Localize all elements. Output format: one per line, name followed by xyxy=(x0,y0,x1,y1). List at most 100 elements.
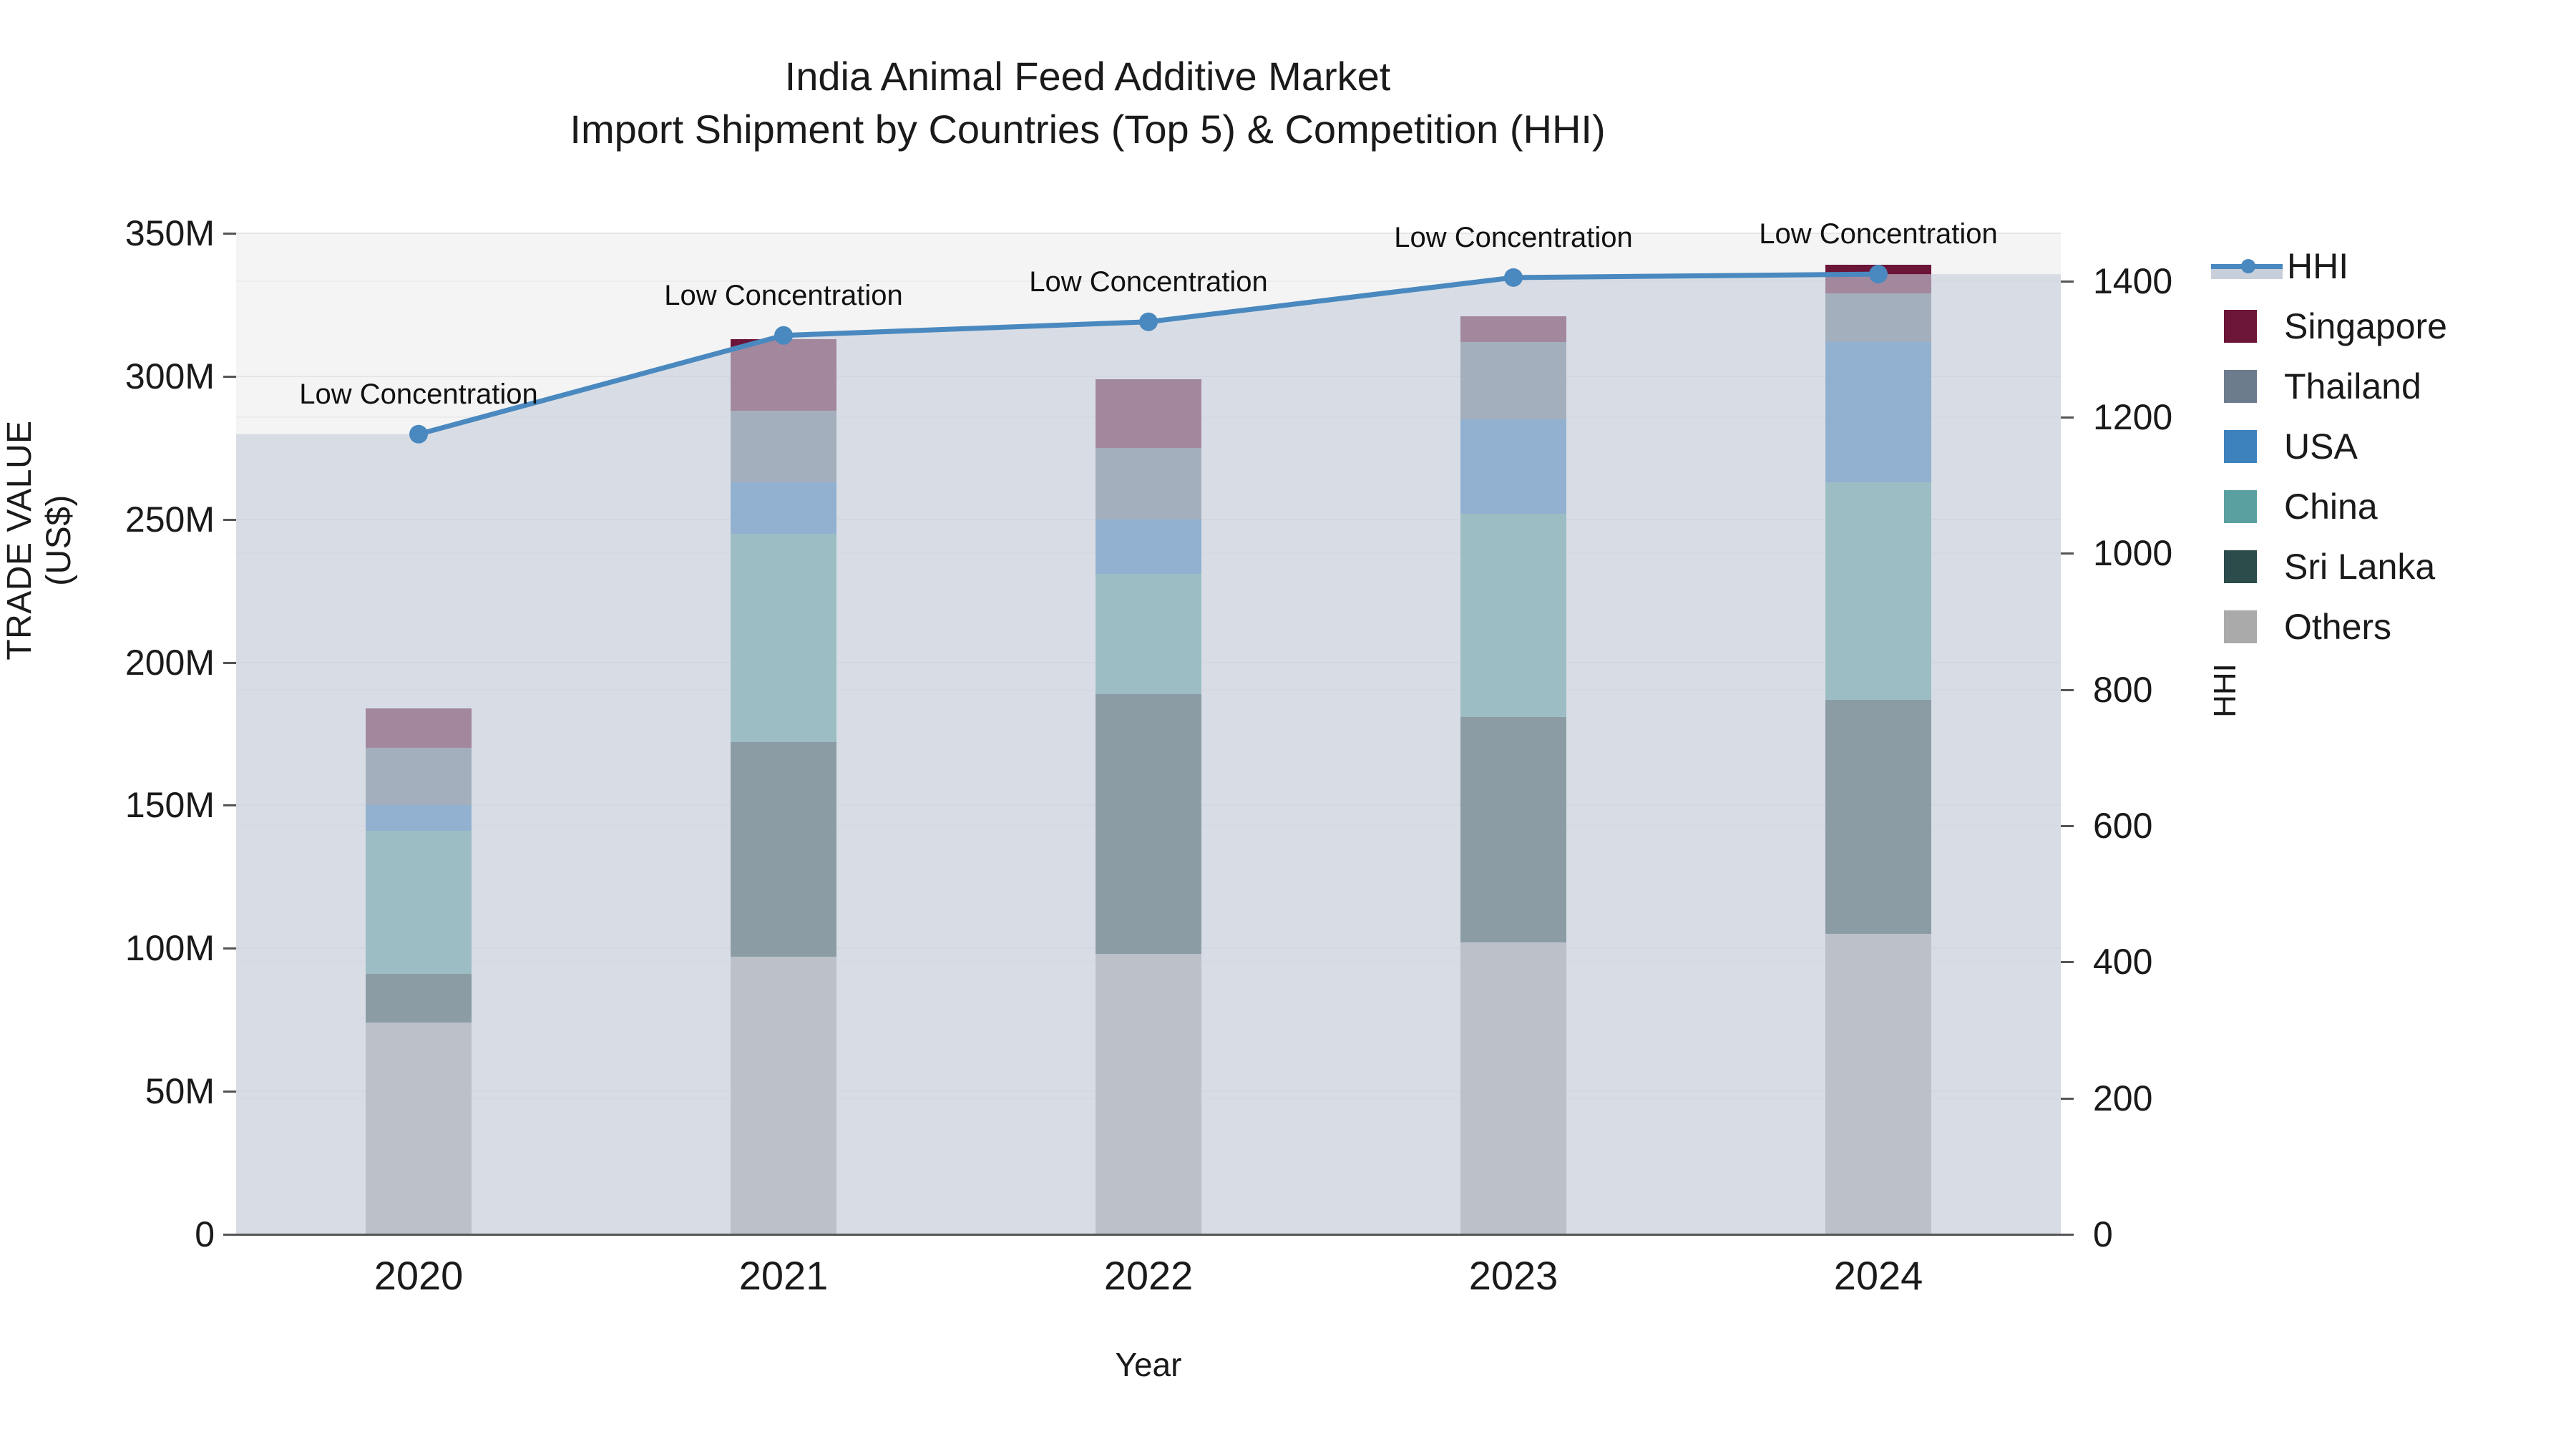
y-axis-right-tick-label: 200 xyxy=(2093,1078,2153,1118)
bar-segment[interactable] xyxy=(731,742,836,957)
y-axis-right-tickmark xyxy=(2061,1234,2074,1236)
bar-segment[interactable] xyxy=(731,410,836,482)
y-axis-right-tick-label: 0 xyxy=(2093,1214,2113,1254)
y-axis-left-tick-label: 300M xyxy=(125,356,215,396)
x-axis-tick-label: 2020 xyxy=(374,1253,464,1298)
legend-item-label: HHI xyxy=(2287,246,2349,286)
chart-title-block: India Animal Feed Additive Market Import… xyxy=(0,50,2175,156)
annotation-label: Low Concentration xyxy=(1029,265,1268,298)
legend-item-label: USA xyxy=(2284,426,2358,467)
annotation-label: Low Concentration xyxy=(1759,218,1998,250)
bar-segment[interactable] xyxy=(1460,316,1566,342)
bar-segment[interactable] xyxy=(366,708,472,748)
legend-item-label: Singapore xyxy=(2284,306,2447,346)
annotation-label: Low Concentration xyxy=(299,378,538,410)
bar-segment[interactable] xyxy=(731,482,836,534)
x-axis-line xyxy=(236,1234,2062,1236)
y-axis-left-tickmark xyxy=(223,375,236,378)
y-axis-right-tick-label: 400 xyxy=(2093,942,2153,982)
annotation-label: Low Concentration xyxy=(664,279,903,311)
bar-segment[interactable] xyxy=(366,974,472,1023)
y-axis-right-tickmark xyxy=(2061,824,2074,827)
y-axis-left-tick-label: 100M xyxy=(125,928,215,969)
y-axis-left-tickmark xyxy=(223,661,236,664)
legend-line-marker-icon xyxy=(2211,250,2283,283)
bar-segment[interactable] xyxy=(731,533,836,743)
y-axis-right-tick-label: 1200 xyxy=(2093,396,2173,437)
bar-segment[interactable] xyxy=(1460,942,1566,1234)
bar-segment[interactable] xyxy=(1460,513,1566,717)
bar-segment[interactable] xyxy=(731,957,836,1234)
bar-segment[interactable] xyxy=(1825,293,1931,342)
y-axis-right-tickmark xyxy=(2061,552,2074,555)
legend-item-label: Others xyxy=(2284,607,2392,647)
y-axis-left-tickmark xyxy=(223,518,236,521)
bar-segment[interactable] xyxy=(366,1023,472,1234)
bar-segment[interactable] xyxy=(366,831,472,975)
bar-segment[interactable] xyxy=(1096,954,1201,1234)
bar-segment[interactable] xyxy=(1825,482,1931,700)
legend-swatch-icon xyxy=(2224,310,2257,343)
legend-item-usa[interactable]: USA xyxy=(2211,416,2447,477)
legend-item-label: Sri Lanka xyxy=(2284,547,2436,587)
gridline-left-300000000 xyxy=(236,375,2061,377)
annotation-label: Low Concentration xyxy=(1394,221,1633,253)
y-axis-left-tickmark xyxy=(223,947,236,950)
gridline-left-350000000 xyxy=(236,233,2061,234)
legend-item-label: Thailand xyxy=(2284,366,2421,406)
y-axis-right-tickmark xyxy=(2061,1097,2074,1100)
x-axis-label: Year xyxy=(1115,1346,1182,1383)
y-axis-right-tickmark xyxy=(2061,688,2074,691)
bar-segment[interactable] xyxy=(1096,519,1201,574)
legend-item-others[interactable]: Others xyxy=(2211,597,2447,657)
y-axis-left-tick-label: 350M xyxy=(125,213,215,253)
x-axis-tick-label: 2022 xyxy=(1103,1253,1194,1298)
y-axis-right-tick-label: 600 xyxy=(2093,805,2153,846)
x-axis-tick-label: 2021 xyxy=(738,1253,829,1298)
bar-segment[interactable] xyxy=(1460,341,1566,419)
bar-segment[interactable] xyxy=(1096,573,1201,694)
legend-item-sri-lanka[interactable]: Sri Lanka xyxy=(2211,537,2447,597)
y-axis-left-tickmark xyxy=(223,1091,236,1093)
y-axis-left-tickmark xyxy=(223,233,236,235)
chart-subtitle: Import Shipment by Countries (Top 5) & C… xyxy=(570,106,1606,152)
bar-segment[interactable] xyxy=(1825,699,1931,935)
y-axis-left-tick-label: 50M xyxy=(145,1071,215,1112)
bar-segment[interactable] xyxy=(366,805,472,831)
legend-item-thailand[interactable]: Thailand xyxy=(2211,356,2447,416)
bar-segment[interactable] xyxy=(1460,716,1566,943)
y-axis-left-tickmark xyxy=(223,804,236,807)
legend-item-china[interactable]: China xyxy=(2211,477,2447,537)
legend-swatch-icon xyxy=(2224,550,2257,583)
y-axis-left-label: TRADE VALUE (US$) xyxy=(1,420,78,660)
y-axis-left-tick-label: 150M xyxy=(125,785,215,826)
y-axis-right-tickmark xyxy=(2061,961,2074,964)
legend-item-singapore[interactable]: Singapore xyxy=(2211,296,2447,356)
y-axis-right-tickmark xyxy=(2061,280,2074,283)
bar-segment[interactable] xyxy=(1825,264,1931,293)
y-axis-left-tickmark xyxy=(223,1234,236,1236)
chart-legend: HHI Singapore Thailand USA China Sri Lanka Oth… xyxy=(2211,236,2447,657)
bar-segment[interactable] xyxy=(1096,447,1201,519)
legend-item-label: China xyxy=(2284,487,2378,527)
y-axis-right-tick-label: 800 xyxy=(2093,669,2153,710)
x-axis-tick-label: 2023 xyxy=(1468,1253,1558,1298)
legend-swatch-icon xyxy=(2224,610,2257,643)
chart-title: India Animal Feed Additive Market xyxy=(784,54,1391,99)
bar-segment[interactable] xyxy=(366,748,472,806)
bar-segment[interactable] xyxy=(731,338,836,411)
y-axis-right-tick-label: 1000 xyxy=(2093,533,2173,574)
bar-segment[interactable] xyxy=(1096,379,1201,448)
bar-segment[interactable] xyxy=(1460,419,1566,514)
legend-item-hhi[interactable]: HHI xyxy=(2211,236,2447,296)
bar-segment[interactable] xyxy=(1825,934,1931,1234)
y-axis-left-tick-label: 250M xyxy=(125,499,215,540)
y-axis-right-tick-label: 1400 xyxy=(2093,260,2173,301)
bar-segment[interactable] xyxy=(1825,341,1931,482)
y-axis-left-tick-label: 0 xyxy=(195,1214,215,1254)
legend-swatch-icon xyxy=(2224,370,2257,403)
legend-swatch-icon xyxy=(2224,430,2257,463)
bar-segment[interactable] xyxy=(1096,693,1201,955)
y-axis-left-tick-label: 200M xyxy=(125,642,215,683)
